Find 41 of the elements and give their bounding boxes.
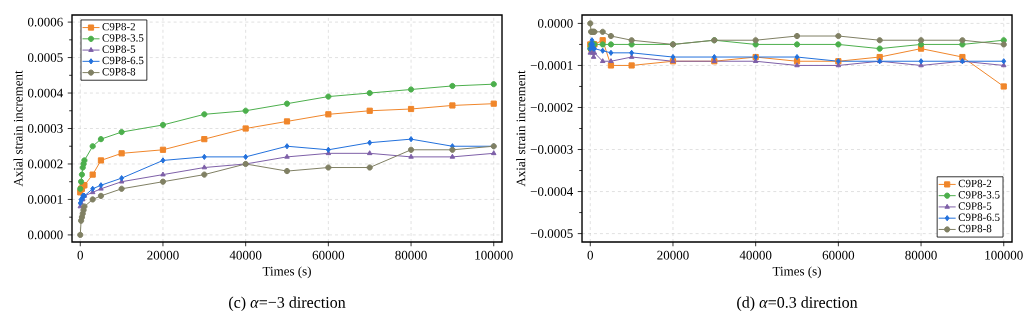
x-tick-label: 80000 (905, 250, 937, 260)
x-tick-label: 20000 (657, 250, 689, 260)
legend-label: C9P8-2 (958, 179, 992, 188)
legend-label: C9P8-3.5 (102, 34, 144, 42)
legend-label: C9P8-5 (102, 45, 136, 53)
y-tick-label: −0.0001 (530, 61, 573, 70)
y-tick-label: 0.0006 (27, 17, 63, 27)
legend-label: C9P8-5 (958, 202, 992, 210)
y-tick-label: 0.0005 (27, 53, 63, 62)
legend-label: C9P8-3.5 (958, 191, 1000, 199)
y-tick-label: 0.0002 (27, 159, 63, 169)
legend-label: C9P8-8 (958, 224, 992, 233)
y-tick-label: 0.0004 (27, 88, 64, 98)
x-tick-label: 60000 (312, 250, 345, 260)
x-axis-title: Times (s) (772, 266, 821, 279)
y-tick-label: −0.0004 (530, 187, 574, 196)
y-tick-label: 0.0001 (27, 195, 63, 204)
legend-label: C9P8-2 (102, 22, 135, 31)
y-tick-label: 0.0000 (537, 19, 573, 28)
x-tick-label: 20000 (147, 250, 179, 260)
x-tick-label: 60000 (822, 250, 855, 260)
text: (d) α=0.3 direction (737, 296, 858, 312)
y-axis-title: Axial strain increment (13, 70, 23, 187)
legend-label: C9P8-8 (102, 67, 136, 76)
y-tick-label: −0.0003 (530, 145, 573, 154)
legend-label: C9P8-6.5 (102, 56, 144, 65)
x-tick-label: 80000 (395, 250, 427, 260)
y-tick-label: 0.0003 (27, 124, 63, 133)
x-tick-label: 100000 (475, 250, 513, 260)
x-axis-title: Times (s) (262, 266, 311, 279)
legend-label: C9P8-6.5 (958, 213, 1000, 222)
x-tick-label: 40000 (739, 250, 772, 260)
y-axis-title: Axial strain increment (516, 70, 526, 187)
text: (c) α=−3 direction (229, 296, 346, 312)
x-tick-label: 40000 (229, 250, 262, 260)
x-tick-label: 0 (587, 250, 594, 260)
y-tick-label: 0.0000 (27, 230, 63, 240)
y-tick-label: −0.0002 (530, 103, 573, 112)
x-tick-label: 0 (77, 250, 84, 260)
x-tick-label: 100000 (985, 250, 1023, 260)
y-tick-label: −0.0005 (530, 229, 573, 239)
